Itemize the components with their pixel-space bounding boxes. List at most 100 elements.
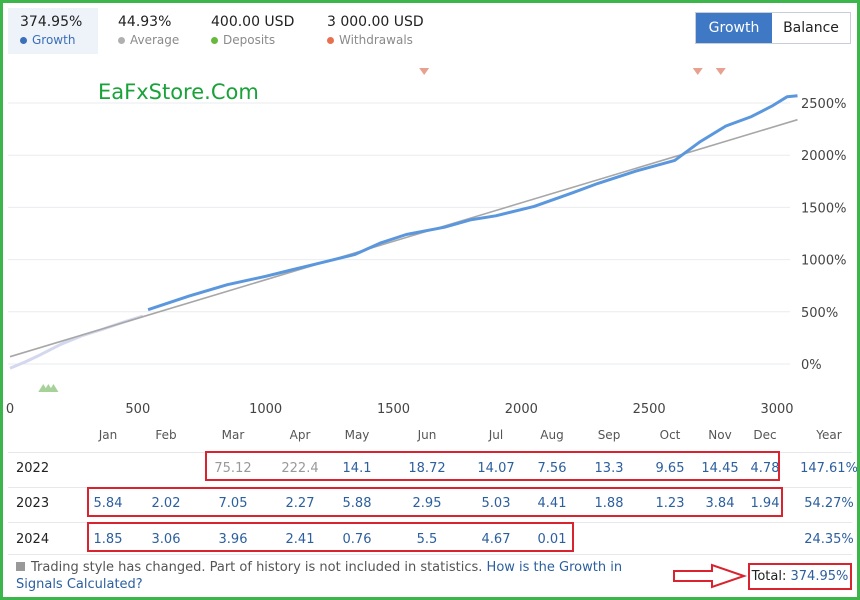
deposits-dot-icon	[211, 36, 218, 44]
month-value[interactable]: 3.06	[151, 532, 181, 547]
withdrawal-marker	[715, 68, 726, 75]
month-value[interactable]: 2.02	[151, 496, 181, 511]
withdrawals-label: Withdrawals	[339, 33, 413, 47]
month-header: Jan	[98, 428, 118, 442]
month-value[interactable]: 14.45	[701, 461, 739, 476]
series-line-1	[147, 94, 798, 312]
month-value[interactable]: 2.41	[285, 532, 315, 547]
month-header: Jul	[488, 428, 504, 442]
red-arrow-annotation	[673, 563, 748, 589]
month-header: Mar	[221, 428, 245, 442]
month-value[interactable]: 0.76	[342, 532, 372, 547]
history-note: Trading style has changed. Part of histo…	[16, 559, 656, 593]
month-value[interactable]: 4.67	[481, 532, 511, 547]
average-label: Average	[130, 33, 180, 47]
deposits-label: Deposits	[223, 33, 276, 47]
average-dot-icon	[118, 36, 125, 44]
growth-calc-link[interactable]: How is the Growth in Signals Calculated?	[16, 560, 623, 592]
withdrawal-marker	[692, 68, 703, 75]
y-tick-label: 2500%	[801, 97, 846, 112]
y-tick-label: 1000%	[801, 254, 846, 269]
chart-mode-toggle: Growth Balance	[695, 12, 851, 44]
withdrawals-value: 3 000.00 USD	[327, 14, 424, 30]
month-value[interactable]: 7.05	[218, 496, 248, 511]
month-value[interactable]: 1.94	[750, 496, 780, 511]
stat-growth[interactable]: 374.95% Growth	[8, 8, 98, 54]
month-value[interactable]: 5.88	[342, 496, 372, 511]
month-value[interactable]: 1.23	[655, 496, 685, 511]
month-value[interactable]: 1.85	[93, 532, 123, 547]
y-tick-label: 1500%	[801, 201, 846, 216]
month-value[interactable]: 222.4	[281, 461, 319, 476]
note-text: Trading style has changed. Part of histo…	[31, 560, 483, 575]
month-value[interactable]: 18.72	[408, 461, 446, 476]
year-total[interactable]: 54.27%	[804, 496, 854, 511]
watermark-text: EaFxStore.Com	[98, 80, 259, 104]
month-header: Feb	[155, 428, 177, 442]
month-header: May	[344, 428, 370, 442]
red-highlight-box	[87, 522, 574, 552]
growth-chart: 0% 500% 1000% 1500% 2000% 2500% 0 500 1000 1500 2…	[6, 68, 846, 417]
month-value[interactable]: 14.07	[477, 461, 515, 476]
row-year-label: 2022	[16, 461, 50, 476]
month-value[interactable]: 5.84	[93, 496, 123, 511]
stat-withdrawals[interactable]: 3 000.00 USD Withdrawals	[327, 14, 424, 47]
total-label: Total:	[751, 569, 787, 584]
y-tick-label: 2000%	[801, 149, 846, 164]
month-value[interactable]: 7.56	[537, 461, 567, 476]
withdrawals-dot-icon	[327, 36, 334, 44]
average-value: 44.93%	[118, 14, 172, 30]
month-value[interactable]: 3.84	[705, 496, 735, 511]
month-header: Jun	[417, 428, 437, 442]
red-highlight-box	[87, 487, 783, 517]
month-header: Dec	[753, 428, 777, 442]
series-line-0	[9, 314, 144, 370]
x-tick-label: 1500	[377, 402, 410, 417]
x-tick-label: 1000	[249, 402, 282, 417]
x-tick-label: 0	[6, 402, 14, 417]
x-tick-label: 2000	[505, 402, 538, 417]
stat-deposits[interactable]: 400.00 USD Deposits	[211, 14, 294, 47]
month-value[interactable]: 75.12	[214, 461, 252, 476]
month-value[interactable]: 2.95	[412, 496, 442, 511]
series-line-2	[9, 118, 798, 358]
x-tick-label: 3000	[760, 402, 793, 417]
month-header: Aug	[540, 428, 564, 442]
year-total[interactable]: 147.61%	[800, 461, 858, 476]
month-value[interactable]: 4.78	[750, 461, 780, 476]
month-value[interactable]: 5.5	[416, 532, 438, 547]
month-header: Sep	[597, 428, 621, 442]
month-value[interactable]: 9.65	[655, 461, 685, 476]
month-value[interactable]: 0.01	[537, 532, 567, 547]
deposit-marker	[48, 384, 59, 392]
total-box: Total: 374.95%	[748, 563, 852, 590]
row-year-label: 2023	[16, 496, 50, 511]
growth-dot-icon	[20, 36, 27, 44]
month-value[interactable]: 14.1	[342, 461, 372, 476]
y-tick-label: 500%	[801, 306, 838, 321]
red-highlight-box	[205, 451, 780, 481]
y-tick-label: 0%	[801, 358, 822, 373]
growth-label: Growth	[32, 33, 76, 47]
x-tick-label: 500	[125, 402, 150, 417]
growth-toggle-button[interactable]: Growth	[696, 13, 772, 43]
x-tick-label: 2500	[633, 402, 666, 417]
month-header: Nov	[708, 428, 732, 442]
year-total[interactable]: 24.35%	[804, 532, 854, 547]
year-header: Year	[816, 428, 842, 442]
month-value[interactable]: 2.27	[285, 496, 315, 511]
month-value[interactable]: 13.3	[594, 461, 624, 476]
month-value[interactable]: 3.96	[218, 532, 248, 547]
stat-average[interactable]: 44.93% Average	[118, 14, 179, 47]
row-divider	[8, 554, 852, 555]
month-value[interactable]: 5.03	[481, 496, 511, 511]
deposits-value: 400.00 USD	[211, 14, 295, 30]
balance-toggle-button[interactable]: Balance	[772, 13, 850, 43]
total-value: 374.95%	[790, 569, 849, 584]
month-header: Apr	[289, 428, 311, 442]
info-square-icon	[16, 562, 25, 571]
month-value[interactable]: 1.88	[594, 496, 624, 511]
row-year-label: 2024	[16, 532, 50, 547]
month-header: Oct	[659, 428, 681, 442]
month-value[interactable]: 4.41	[537, 496, 567, 511]
